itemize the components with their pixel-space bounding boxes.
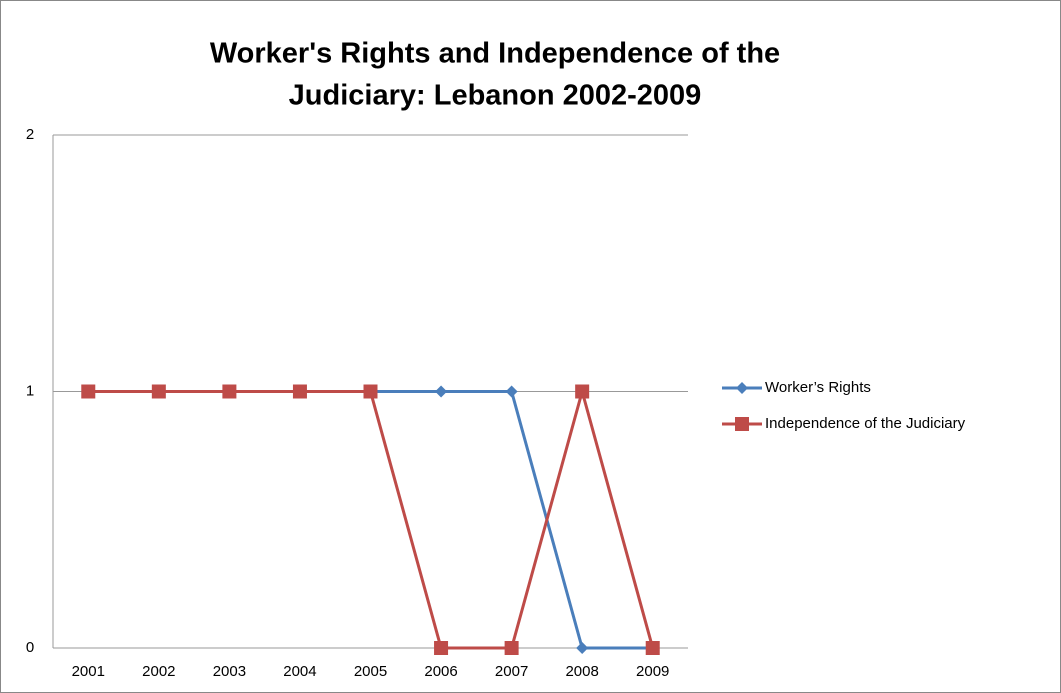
marker xyxy=(292,384,307,399)
y-tick-label: 2 xyxy=(26,126,34,143)
marker xyxy=(576,642,589,654)
x-tick-label: 2007 xyxy=(495,663,528,680)
chart-title: Judiciary: Lebanon 2002-2009 xyxy=(289,80,702,112)
x-tick-label: 2009 xyxy=(636,663,669,680)
marker xyxy=(435,385,448,398)
legend-label: Worker’s Rights xyxy=(765,379,871,396)
marker xyxy=(363,384,378,399)
legend-label: Independence of the Judiciary xyxy=(765,415,966,432)
marker xyxy=(736,382,748,394)
chart-title: Worker's Rights and Independence of the xyxy=(210,38,780,70)
x-tick-label: 2008 xyxy=(565,663,598,680)
x-tick-label: 2004 xyxy=(283,663,316,680)
marker xyxy=(505,385,518,398)
y-tick-label: 1 xyxy=(26,382,34,399)
marker xyxy=(504,641,519,655)
x-tick-label: 2001 xyxy=(72,663,105,680)
marker xyxy=(735,417,749,431)
x-tick-label: 2005 xyxy=(354,663,387,680)
marker xyxy=(222,384,237,399)
x-tick-label: 2006 xyxy=(424,663,457,680)
marker xyxy=(575,384,590,399)
marker xyxy=(434,641,449,655)
x-tick-label: 2002 xyxy=(142,663,175,680)
x-tick-label: 2003 xyxy=(213,663,246,680)
marker xyxy=(81,384,96,399)
y-tick-label: 0 xyxy=(26,639,34,656)
marker xyxy=(645,641,660,655)
marker xyxy=(151,384,166,399)
